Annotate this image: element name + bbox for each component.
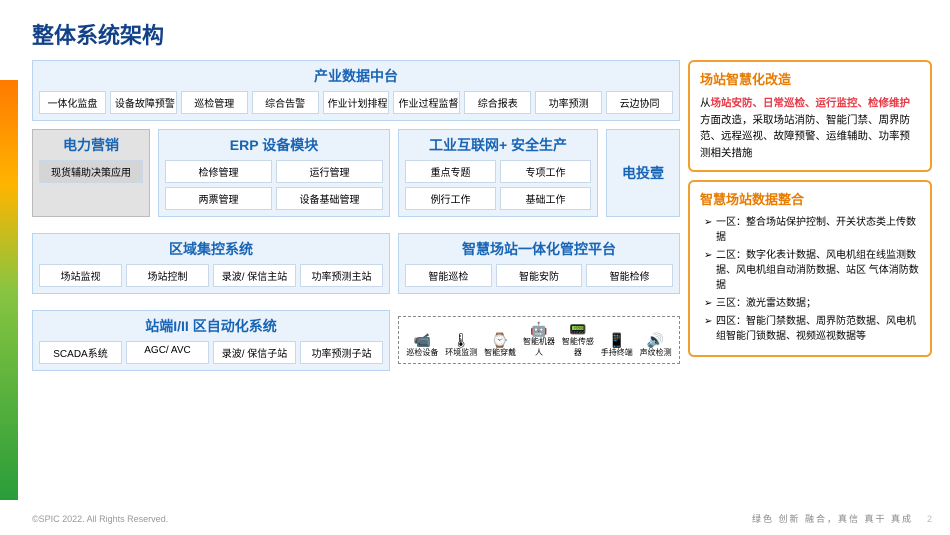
block-header: 电力营销 (33, 130, 149, 160)
section-transform: 场站智慧化改造 从场站安防、日常巡检、运行监控、检修维护方面改造，采取场站消防、… (688, 60, 932, 172)
item: 巡检管理 (181, 91, 248, 114)
row-2: 电力营销 现货辅助决策应用 ERP 设备模块 检修管理 运行管理 两票管理 设备… (32, 129, 680, 225)
row-3: 区域集控系统 场站监视 场站控制 录波/ 保信主站 功率预测主站 智慧场站一体化… (32, 233, 680, 302)
block-data-platform: 产业数据中台 一体化监盘 设备故障预警 巡检管理 综合告警 作业计划排程 作业过… (32, 60, 680, 121)
item: 智能安防 (496, 264, 583, 287)
env-icon: 🌡 (442, 333, 481, 347)
item: 设备故障预警 (110, 91, 177, 114)
item: 重点专题 (405, 160, 496, 183)
item: 作业计划排程 (323, 91, 390, 114)
block-dty: 电投壹 (606, 129, 680, 217)
footer: ©SPIC 2022. All Rights Reserved. 绿色 创新 融… (32, 512, 932, 525)
item: 场站监视 (39, 264, 122, 287)
device-icons: 📹巡检设备 🌡环境监测 ⌚智能穿戴 🤖智能机器人 📟智能传感器 📱手持终端 🔊声… (398, 316, 680, 364)
right-panel: 场站智慧化改造 从场站安防、日常巡检、运行监控、检修维护方面改造，采取场站消防、… (690, 60, 932, 379)
item: AGC/ AVC (126, 341, 209, 364)
robot-icon: 🤖 (520, 322, 559, 336)
section-header: 智慧场站数据整合 (700, 190, 920, 211)
item: 智能巡检 (405, 264, 492, 287)
icon-item: 📹巡检设备 (403, 333, 442, 358)
list-item: 三区：激光雷达数据； (704, 296, 920, 311)
architecture-diagram: 产业数据中台 一体化监盘 设备故障预警 巡检管理 综合告警 作业计划排程 作业过… (32, 60, 680, 379)
block-automation: 站端I/II 区自动化系统 SCADA系统 AGC/ AVC 录波/ 保信子站 … (32, 310, 390, 371)
item: SCADA系统 (39, 341, 122, 364)
block-header: ERP 设备模块 (159, 130, 389, 160)
main-layout: 产业数据中台 一体化监盘 设备故障预警 巡检管理 综合告警 作业计划排程 作业过… (0, 50, 950, 379)
icon-item: 🔊声纹检测 (636, 333, 675, 358)
block-platform: 智慧场站一体化管控平台 智能巡检 智能安防 智能检修 (398, 233, 680, 294)
section-header: 场站智慧化改造 (700, 70, 920, 91)
block-header: 站端I/II 区自动化系统 (33, 311, 389, 341)
item: 设备基础管理 (276, 187, 383, 210)
icon-item: 🌡环境监测 (442, 333, 481, 358)
t: 从 (700, 97, 711, 109)
icon-label: 声纹检测 (636, 347, 675, 358)
item: 检修管理 (165, 160, 272, 183)
block-header: 工业互联网+ 安全生产 (399, 130, 597, 160)
item: 例行工作 (405, 187, 496, 210)
list-item: 四区：智能门禁数据、周界防范数据、风电机组智能门锁数据、视频巡视数据等 (704, 314, 920, 344)
icon-strip-wrap: 📹巡检设备 🌡环境监测 ⌚智能穿戴 🤖智能机器人 📟智能传感器 📱手持终端 🔊声… (398, 310, 680, 379)
t: 方面改造，采取场站消防、智能门禁、周界防范、远程巡视、故障预警、运维辅助、功率预… (700, 114, 910, 160)
item: 现货辅助决策应用 (39, 160, 143, 183)
icon-label: 智能机器人 (520, 336, 559, 358)
block-regional: 区域集控系统 场站监视 场站控制 录波/ 保信主站 功率预测主站 (32, 233, 390, 294)
accent-bar (0, 80, 18, 500)
icon-label: 巡检设备 (403, 347, 442, 358)
block-erp: ERP 设备模块 检修管理 运行管理 两票管理 设备基础管理 (158, 129, 390, 217)
icon-label: 智能传感器 (558, 336, 597, 358)
item: 基础工作 (500, 187, 591, 210)
copyright: ©SPIC 2022. All Rights Reserved. (32, 514, 168, 524)
block-safety: 工业互联网+ 安全生产 重点专题 专项工作 例行工作 基础工作 (398, 129, 598, 217)
item: 智能检修 (586, 264, 673, 287)
item: 场站控制 (126, 264, 209, 287)
section-text: 从场站安防、日常巡检、运行监控、检修维护方面改造，采取场站消防、智能门禁、周界防… (700, 95, 920, 162)
icon-label: 手持终端 (597, 347, 636, 358)
list-item: 一区：整合场站保护控制、开关状态类上传数据 (704, 215, 920, 245)
page-number: 2 (927, 514, 932, 524)
block-items: 一体化监盘 设备故障预警 巡检管理 综合告警 作业计划排程 作业过程监督 综合报… (33, 91, 679, 120)
icon-item: ⌚智能穿戴 (481, 333, 520, 358)
item: 功率预测子站 (300, 341, 383, 364)
block-header: 产业数据中台 (33, 61, 679, 91)
item: 功率预测 (535, 91, 602, 114)
sound-icon: 🔊 (636, 333, 675, 347)
block-header: 电投壹 (622, 149, 664, 197)
item: 综合告警 (252, 91, 319, 114)
section-list: 一区：整合场站保护控制、开关状态类上传数据 二区：数字化表计数据、风电机组在线监… (700, 215, 920, 344)
page-title: 整体系统架构 (0, 0, 950, 50)
item: 录波/ 保信主站 (213, 264, 296, 287)
list-item: 二区：数字化表计数据、风电机组在线监测数据、风电机组自动消防数据、站区 气体消防… (704, 248, 920, 293)
icon-label: 智能穿戴 (481, 347, 520, 358)
sensor-icon: 📟 (558, 322, 597, 336)
block-header: 智慧场站一体化管控平台 (399, 234, 679, 264)
icon-item: 🤖智能机器人 (520, 322, 559, 358)
item: 录波/ 保信子站 (213, 341, 296, 364)
item: 功率预测主站 (300, 264, 383, 287)
icon-item: 📟智能传感器 (558, 322, 597, 358)
item: 作业过程监督 (393, 91, 460, 114)
item: 两票管理 (165, 187, 272, 210)
wearable-icon: ⌚ (481, 333, 520, 347)
item: 综合报表 (464, 91, 531, 114)
item: 运行管理 (276, 160, 383, 183)
block-header: 区域集控系统 (33, 234, 389, 264)
highlight: 场站安防、日常巡检、运行监控、检修维护 (711, 97, 911, 109)
row-4: 站端I/II 区自动化系统 SCADA系统 AGC/ AVC 录波/ 保信子站 … (32, 310, 680, 379)
camera-icon: 📹 (403, 333, 442, 347)
item: 专项工作 (500, 160, 591, 183)
handheld-icon: 📱 (597, 333, 636, 347)
icon-label: 环境监测 (442, 347, 481, 358)
motto: 绿色 创新 融合，真信 真干 真成 (752, 514, 913, 524)
icon-item: 📱手持终端 (597, 333, 636, 358)
section-data: 智慧场站数据整合 一区：整合场站保护控制、开关状态类上传数据 二区：数字化表计数… (688, 180, 932, 357)
item: 一体化监盘 (39, 91, 106, 114)
item: 云边协同 (606, 91, 673, 114)
block-marketing: 电力营销 现货辅助决策应用 (32, 129, 150, 217)
